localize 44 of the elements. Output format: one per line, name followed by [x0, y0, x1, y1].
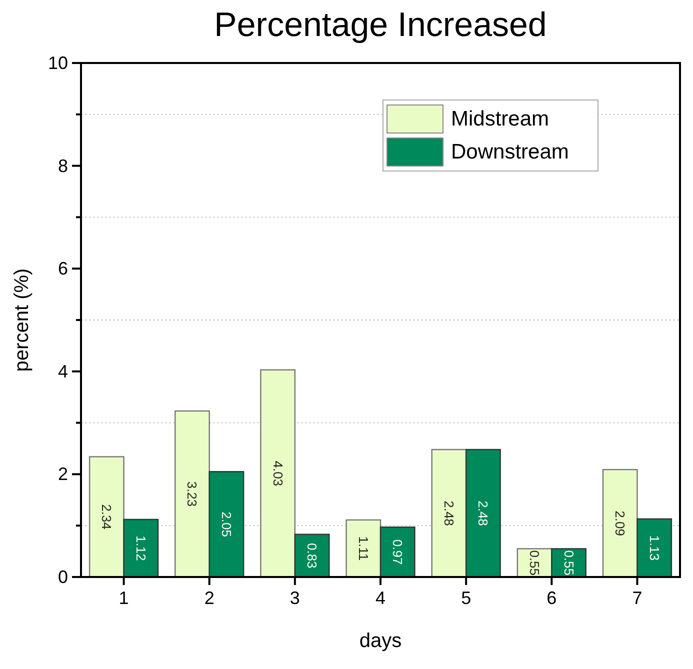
- data-label: 0.55: [561, 550, 576, 576]
- y-tick-label: 4: [58, 361, 68, 382]
- data-label: 0.97: [390, 539, 406, 565]
- y-tick-label: 10: [48, 53, 68, 73]
- data-label: 3.23: [184, 481, 200, 507]
- bar: [294, 534, 330, 578]
- data-label: 1.11: [356, 536, 371, 561]
- x-tick-label: 1: [118, 588, 129, 608]
- x-tick-label: 6: [546, 588, 557, 608]
- y-tick-label: 8: [58, 156, 68, 176]
- bar: [88, 456, 124, 578]
- legend-label: Downstream: [451, 140, 569, 164]
- bar: [380, 526, 416, 578]
- y-tick-label: 2: [58, 464, 68, 484]
- bar: [260, 369, 296, 578]
- data-label: 1.13: [646, 535, 662, 561]
- y-tick-label: 0: [58, 567, 68, 587]
- legend-label: Midstream: [451, 108, 550, 130]
- bar: [208, 471, 244, 578]
- bar: [465, 448, 501, 578]
- data-label: 0.55: [527, 550, 542, 576]
- x-tick-label: 4: [375, 588, 386, 608]
- chart-title: Percentage Increased: [214, 6, 547, 44]
- data-label: 0.83: [304, 543, 320, 568]
- y-tick-label: 6: [58, 258, 68, 279]
- y-axis-title: percent (%): [11, 268, 33, 372]
- bar: [123, 518, 159, 578]
- bar: [431, 448, 467, 578]
- x-tick-label: 2: [204, 588, 214, 608]
- bar: [174, 410, 210, 578]
- x-axis-title: days: [359, 630, 402, 652]
- data-label: 2.05: [218, 512, 234, 537]
- data-label: 2.34: [99, 504, 114, 530]
- x-tick-label: 7: [632, 588, 642, 608]
- x-tick-label: 5: [461, 588, 472, 608]
- bar: [636, 518, 672, 578]
- data-label: 4.03: [270, 460, 286, 486]
- x-tick-label: 3: [290, 588, 300, 608]
- data-label: 2.48: [441, 500, 456, 526]
- data-label: 1.12: [133, 536, 148, 561]
- bar: [346, 519, 382, 578]
- data-label: 2.09: [612, 510, 628, 536]
- data-label: 2.48: [476, 500, 491, 526]
- bar: [602, 468, 638, 578]
